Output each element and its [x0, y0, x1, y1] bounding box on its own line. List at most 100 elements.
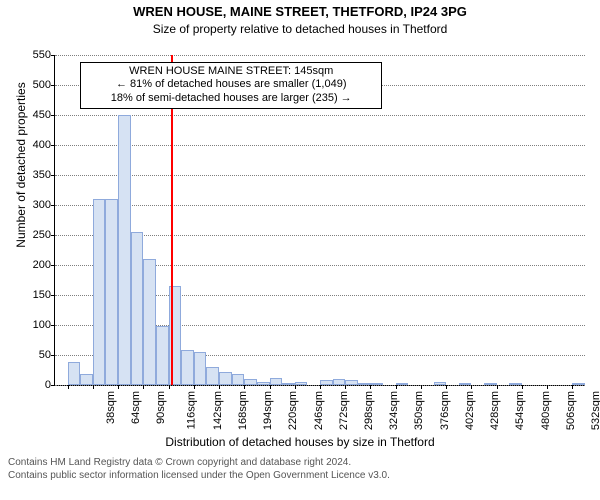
gridline [55, 205, 585, 206]
xtick-label: 324sqm [388, 391, 400, 430]
xtick-mark [345, 385, 346, 389]
histogram-bar [80, 374, 93, 385]
xtick-label: 90sqm [155, 391, 167, 424]
xtick-label: 168sqm [237, 391, 249, 430]
histogram-bar [93, 199, 106, 385]
plot-area: 05010015020025030035040045050055038sqm64… [54, 55, 585, 386]
xtick-label: 142sqm [212, 391, 224, 430]
xtick-mark [421, 385, 422, 389]
histogram-bar [396, 383, 409, 385]
xtick-label: 506sqm [565, 391, 577, 430]
xtick-label: 116sqm [186, 391, 198, 429]
histogram-bar [219, 372, 232, 385]
ytick-label: 150 [33, 289, 55, 301]
copyright-line-1: Contains HM Land Registry data © Crown c… [8, 457, 390, 470]
xtick-label: 454sqm [515, 391, 527, 430]
copyright-text: Contains HM Land Registry data © Crown c… [8, 457, 390, 482]
xtick-label: 298sqm [363, 391, 375, 430]
xtick-mark [194, 385, 195, 389]
chart-container: { "title": { "main": "WREN HOUSE, MAINE … [0, 0, 600, 500]
copyright-line-2: Contains public sector information licen… [8, 470, 390, 483]
annotation-box: WREN HOUSE MAINE STREET: 145sqm← 81% of … [80, 62, 382, 109]
xtick-mark [244, 385, 245, 389]
gridline [55, 145, 585, 146]
xtick-mark [270, 385, 271, 389]
histogram-bar [295, 382, 308, 385]
ytick-label: 100 [33, 319, 55, 331]
histogram-bar [320, 380, 333, 385]
x-axis-label: Distribution of detached houses by size … [0, 435, 600, 449]
ytick-label: 550 [33, 49, 55, 61]
ytick-label: 50 [39, 349, 55, 361]
histogram-bar [484, 383, 497, 385]
xtick-label: 272sqm [338, 391, 350, 430]
xtick-mark [497, 385, 498, 389]
histogram-bar [434, 382, 447, 385]
ytick-label: 0 [45, 379, 55, 391]
xtick-label: 64sqm [130, 391, 142, 424]
histogram-bar [244, 379, 257, 385]
xtick-label: 480sqm [540, 391, 552, 430]
histogram-bar [169, 286, 182, 385]
xtick-mark [370, 385, 371, 389]
histogram-bar [572, 383, 585, 385]
xtick-label: 194sqm [262, 391, 274, 430]
histogram-bar [282, 383, 295, 385]
histogram-bar [68, 362, 81, 385]
ytick-label: 400 [33, 139, 55, 151]
chart-subtitle: Size of property relative to detached ho… [0, 22, 600, 36]
chart-title: WREN HOUSE, MAINE STREET, THETFORD, IP24… [0, 4, 600, 19]
histogram-bar [181, 350, 194, 385]
xtick-mark [143, 385, 144, 389]
xtick-mark [446, 385, 447, 389]
xtick-mark [118, 385, 119, 389]
ytick-label: 250 [33, 229, 55, 241]
xtick-label: 402sqm [464, 391, 476, 430]
histogram-bar [206, 367, 219, 385]
gridline [55, 55, 585, 56]
xtick-label: 350sqm [414, 391, 426, 430]
histogram-bar [370, 383, 383, 385]
xtick-label: 246sqm [313, 391, 325, 430]
ytick-label: 200 [33, 259, 55, 271]
xtick-mark [93, 385, 94, 389]
histogram-bar [333, 379, 346, 385]
annotation-line: 18% of semi-detached houses are larger (… [85, 92, 377, 106]
histogram-bar [257, 382, 270, 385]
xtick-mark [396, 385, 397, 389]
xtick-mark [295, 385, 296, 389]
xtick-label: 532sqm [590, 391, 600, 430]
xtick-mark [471, 385, 472, 389]
gridline [55, 175, 585, 176]
xtick-mark [522, 385, 523, 389]
ytick-label: 450 [33, 109, 55, 121]
xtick-label: 428sqm [489, 391, 501, 430]
histogram-bar [459, 383, 472, 385]
histogram-bar [194, 352, 207, 385]
xtick-mark [68, 385, 69, 389]
xtick-mark [219, 385, 220, 389]
ytick-label: 350 [33, 169, 55, 181]
histogram-bar [345, 380, 358, 385]
xtick-mark [320, 385, 321, 389]
xtick-mark [547, 385, 548, 389]
histogram-bar [232, 374, 245, 385]
ytick-label: 500 [33, 79, 55, 91]
histogram-bar [509, 383, 522, 385]
histogram-bar [156, 326, 169, 385]
xtick-label: 38sqm [105, 391, 117, 424]
annotation-line: ← 81% of detached houses are smaller (1,… [85, 78, 377, 92]
histogram-bar [105, 199, 118, 385]
histogram-bar [143, 259, 156, 385]
xtick-mark [572, 385, 573, 389]
xtick-label: 376sqm [439, 391, 451, 430]
histogram-bar [358, 383, 371, 385]
histogram-bar [131, 232, 144, 385]
y-axis-label: Number of detached properties [14, 0, 28, 330]
xtick-label: 220sqm [287, 391, 299, 430]
gridline [55, 115, 585, 116]
histogram-bar [118, 115, 131, 385]
annotation-line: WREN HOUSE MAINE STREET: 145sqm [85, 65, 377, 79]
histogram-bar [270, 378, 283, 385]
ytick-label: 300 [33, 199, 55, 211]
